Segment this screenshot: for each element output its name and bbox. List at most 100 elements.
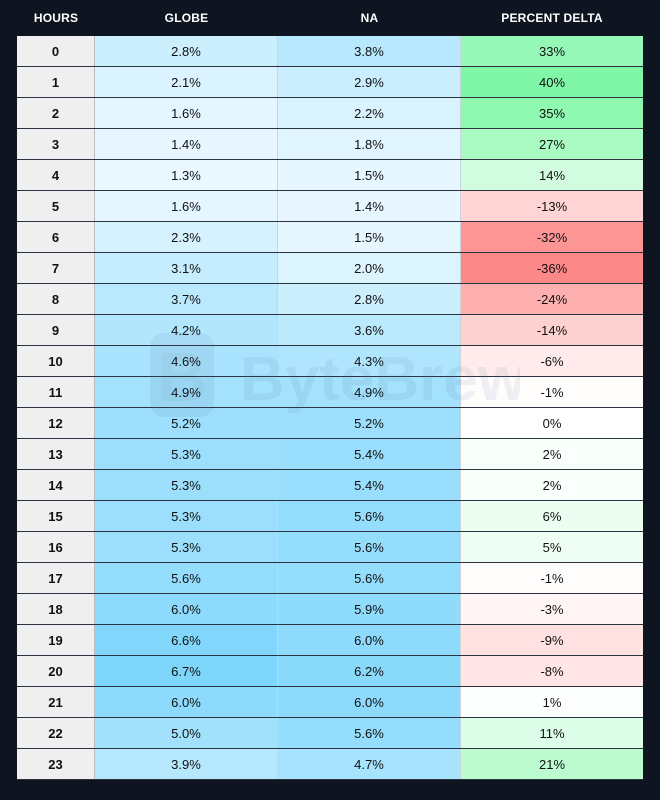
na-cell: 5.4%	[278, 470, 461, 500]
globe-cell: 3.7%	[95, 284, 278, 314]
table-row: 6 2.3% 1.5% -32%	[17, 222, 643, 253]
globe-cell: 6.0%	[95, 687, 278, 717]
percent-delta-cell: -24%	[461, 284, 643, 314]
globe-cell: 2.8%	[95, 36, 278, 66]
na-cell: 4.3%	[278, 346, 461, 376]
table-row: 1 2.1% 2.9% 40%	[17, 67, 643, 98]
globe-cell: 3.1%	[95, 253, 278, 283]
hours-cell: 4	[17, 160, 95, 190]
globe-cell: 5.2%	[95, 408, 278, 438]
globe-cell: 4.6%	[95, 346, 278, 376]
hours-cell: 20	[17, 656, 95, 686]
header-hours: HOURS	[33, 11, 79, 25]
percent-delta-cell: 2%	[461, 470, 643, 500]
globe-cell: 4.9%	[95, 377, 278, 407]
percent-delta-cell: -32%	[461, 222, 643, 252]
percent-delta-cell: -1%	[461, 377, 643, 407]
hours-cell: 1	[17, 67, 95, 97]
table-row: 17 5.6% 5.6% -1%	[17, 563, 643, 594]
hours-cell: 16	[17, 532, 95, 562]
table-row: 16 5.3% 5.6% 5%	[17, 532, 643, 563]
na-cell: 5.4%	[278, 439, 461, 469]
percent-delta-cell: 35%	[461, 98, 643, 128]
hours-cell: 11	[17, 377, 95, 407]
na-cell: 5.6%	[278, 718, 461, 748]
na-cell: 2.8%	[278, 284, 461, 314]
table-header: HOURS GLOBE NA PERCENT DELTA	[17, 0, 643, 36]
table-row: 15 5.3% 5.6% 6%	[17, 501, 643, 532]
table-row: 14 5.3% 5.4% 2%	[17, 470, 643, 501]
table-row: 11 4.9% 4.9% -1%	[17, 377, 643, 408]
na-cell: 1.8%	[278, 129, 461, 159]
table-row: 12 5.2% 5.2% 0%	[17, 408, 643, 439]
percent-delta-cell: 5%	[461, 532, 643, 562]
hours-cell: 8	[17, 284, 95, 314]
na-cell: 2.2%	[278, 98, 461, 128]
globe-cell: 2.1%	[95, 67, 278, 97]
globe-cell: 5.3%	[95, 532, 278, 562]
globe-cell: 1.3%	[95, 160, 278, 190]
na-cell: 6.2%	[278, 656, 461, 686]
hours-cell: 9	[17, 315, 95, 345]
table-row: 5 1.6% 1.4% -13%	[17, 191, 643, 222]
table-row: 2 1.6% 2.2% 35%	[17, 98, 643, 129]
hours-cell: 21	[17, 687, 95, 717]
percent-delta-cell: 27%	[461, 129, 643, 159]
globe-cell: 5.3%	[95, 470, 278, 500]
na-cell: 3.6%	[278, 315, 461, 345]
hours-cell: 3	[17, 129, 95, 159]
table-row: 0 2.8% 3.8% 33%	[17, 36, 643, 67]
na-cell: 6.0%	[278, 625, 461, 655]
globe-cell: 6.7%	[95, 656, 278, 686]
hours-cell: 23	[17, 749, 95, 779]
na-cell: 5.9%	[278, 594, 461, 624]
globe-cell: 6.6%	[95, 625, 278, 655]
globe-cell: 1.6%	[95, 98, 278, 128]
na-cell: 2.9%	[278, 67, 461, 97]
percent-delta-cell: -6%	[461, 346, 643, 376]
table-row: 13 5.3% 5.4% 2%	[17, 439, 643, 470]
globe-cell: 5.3%	[95, 439, 278, 469]
table-row: 3 1.4% 1.8% 27%	[17, 129, 643, 160]
na-cell: 4.9%	[278, 377, 461, 407]
na-cell: 3.8%	[278, 36, 461, 66]
table-row: 9 4.2% 3.6% -14%	[17, 315, 643, 346]
hours-cell: 7	[17, 253, 95, 283]
percent-delta-cell: -8%	[461, 656, 643, 686]
hours-cell: 2	[17, 98, 95, 128]
hours-cell: 18	[17, 594, 95, 624]
hours-cell: 10	[17, 346, 95, 376]
hours-cell: 13	[17, 439, 95, 469]
na-cell: 5.6%	[278, 563, 461, 593]
table-row: 4 1.3% 1.5% 14%	[17, 160, 643, 191]
percent-delta-cell: -9%	[461, 625, 643, 655]
percent-delta-cell: 1%	[461, 687, 643, 717]
hours-cell: 15	[17, 501, 95, 531]
percent-delta-cell: -14%	[461, 315, 643, 345]
header-percent-delta: PERCENT DELTA	[501, 11, 603, 25]
percent-delta-cell: 40%	[461, 67, 643, 97]
table-row: 22 5.0% 5.6% 11%	[17, 718, 643, 749]
percent-delta-cell: -1%	[461, 563, 643, 593]
globe-cell: 6.0%	[95, 594, 278, 624]
hours-cell: 0	[17, 36, 95, 66]
table-row: 7 3.1% 2.0% -36%	[17, 253, 643, 284]
percent-delta-cell: 11%	[461, 718, 643, 748]
na-cell: 5.6%	[278, 532, 461, 562]
hours-cell: 12	[17, 408, 95, 438]
globe-cell: 2.3%	[95, 222, 278, 252]
percent-delta-cell: 14%	[461, 160, 643, 190]
percent-delta-cell: 6%	[461, 501, 643, 531]
percent-delta-cell: 33%	[461, 36, 643, 66]
table-row: 20 6.7% 6.2% -8%	[17, 656, 643, 687]
globe-cell: 5.6%	[95, 563, 278, 593]
globe-cell: 3.9%	[95, 749, 278, 779]
header-globe: GLOBE	[164, 11, 209, 25]
heatmap-table: 0 2.8% 3.8% 33% 1 2.1% 2.9% 40% 2 1.6% 2.2% 35% 3 1.4…	[17, 36, 643, 780]
percent-delta-cell: 2%	[461, 439, 643, 469]
globe-cell: 1.6%	[95, 191, 278, 221]
percent-delta-cell: -3%	[461, 594, 643, 624]
na-cell: 5.2%	[278, 408, 461, 438]
na-cell: 6.0%	[278, 687, 461, 717]
